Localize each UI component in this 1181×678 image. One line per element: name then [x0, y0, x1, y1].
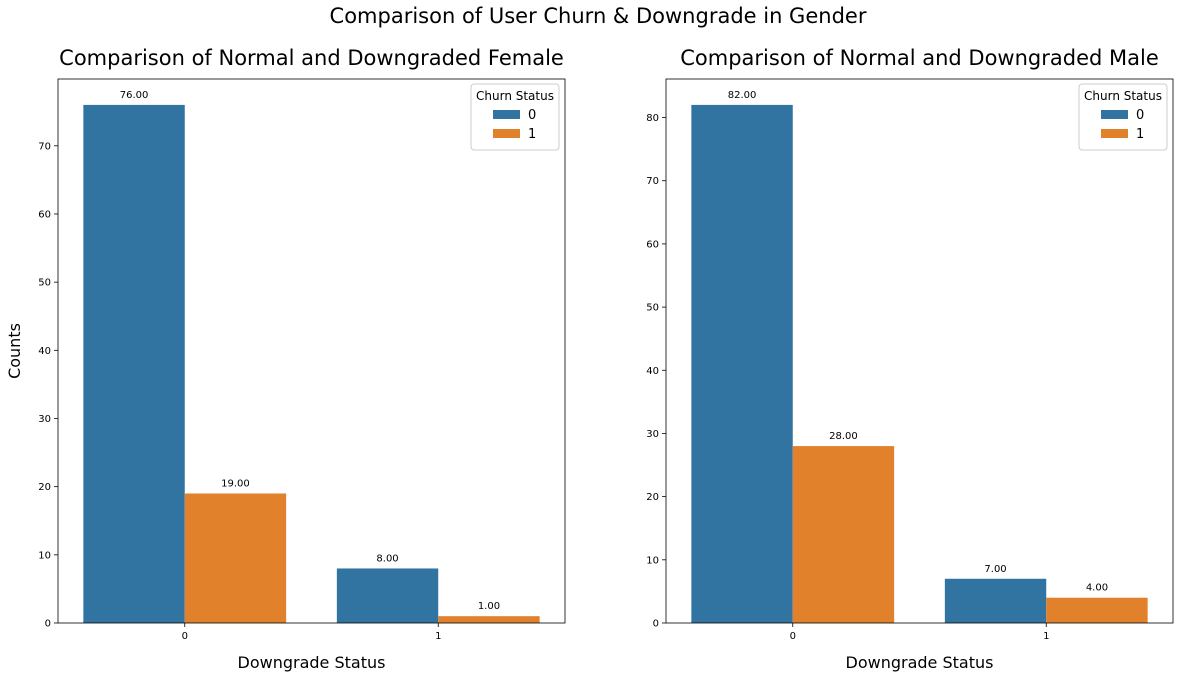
x-axis-label: Downgrade Status: [238, 653, 386, 672]
y-tick-label: 10: [38, 550, 51, 561]
bar: [83, 104, 185, 623]
bar-value-label: 4.00: [1086, 583, 1108, 594]
bar: [184, 493, 287, 623]
y-tick-label: 0: [653, 619, 659, 630]
axes-frame: [57, 78, 566, 624]
bar-value-label: 76.00: [120, 90, 149, 101]
bar: [691, 104, 793, 623]
bar-value-label: 7.00: [984, 564, 1006, 575]
legend-title: Churn Status: [1084, 89, 1162, 103]
legend-label: 1: [1136, 127, 1144, 142]
y-tick-label: 60: [646, 239, 659, 250]
y-tick-label: 60: [38, 209, 51, 220]
legend-label: 0: [528, 108, 536, 123]
x-tick-label: 1: [435, 631, 441, 642]
legend-title: Churn Status: [476, 89, 554, 103]
legend: Churn Status 0 1: [470, 83, 560, 151]
legend: Churn Status 0 1: [1078, 83, 1168, 151]
y-tick-label: 50: [38, 278, 51, 289]
legend-swatch: [493, 129, 520, 138]
y-tick-label: 50: [646, 303, 659, 314]
chart-male: Comparison of Normal and Downgraded Male…: [646, 46, 1174, 672]
legend-label: 0: [1136, 108, 1144, 123]
chart-title: Comparison of Normal and Downgraded Fema…: [59, 46, 564, 70]
bar: [792, 446, 895, 623]
y-tick-label: 80: [646, 113, 659, 124]
x-tick-label: 0: [182, 631, 188, 642]
legend-swatch: [493, 110, 520, 119]
bar-value-label: 8.00: [376, 553, 398, 564]
bar-value-label: 82.00: [728, 90, 757, 101]
y-tick-label: 20: [646, 492, 659, 503]
chart-title: Comparison of Normal and Downgraded Male: [680, 46, 1159, 70]
figure-suptitle: Comparison of User Churn & Downgrade in …: [330, 4, 867, 28]
y-tick-label: 20: [38, 482, 51, 493]
bar-value-label: 19.00: [221, 478, 250, 489]
y-tick-label: 40: [38, 346, 51, 357]
y-tick-label: 40: [646, 366, 659, 377]
x-axis-label: Downgrade Status: [846, 653, 994, 672]
y-tick-label: 10: [646, 555, 659, 566]
bar: [944, 578, 1047, 623]
axes-frame: [665, 78, 1174, 624]
bar: [336, 568, 439, 623]
y-tick-label: 70: [38, 141, 51, 152]
chart-female: Comparison of Normal and Downgraded Fema…: [5, 46, 566, 672]
y-tick-label: 30: [646, 429, 659, 440]
bar: [1046, 597, 1148, 623]
legend-label: 1: [528, 127, 536, 142]
x-tick-label: 1: [1043, 631, 1049, 642]
y-axis-label: Counts: [5, 323, 24, 379]
y-tick-label: 70: [646, 176, 659, 187]
legend-swatch: [1101, 129, 1128, 138]
y-tick-label: 0: [45, 619, 51, 630]
y-tick-label: 30: [38, 414, 51, 425]
legend-swatch: [1101, 110, 1128, 119]
x-tick-label: 0: [790, 631, 796, 642]
bar-value-label: 1.00: [478, 601, 500, 612]
bar: [438, 616, 540, 623]
bar-value-label: 28.00: [829, 431, 858, 442]
